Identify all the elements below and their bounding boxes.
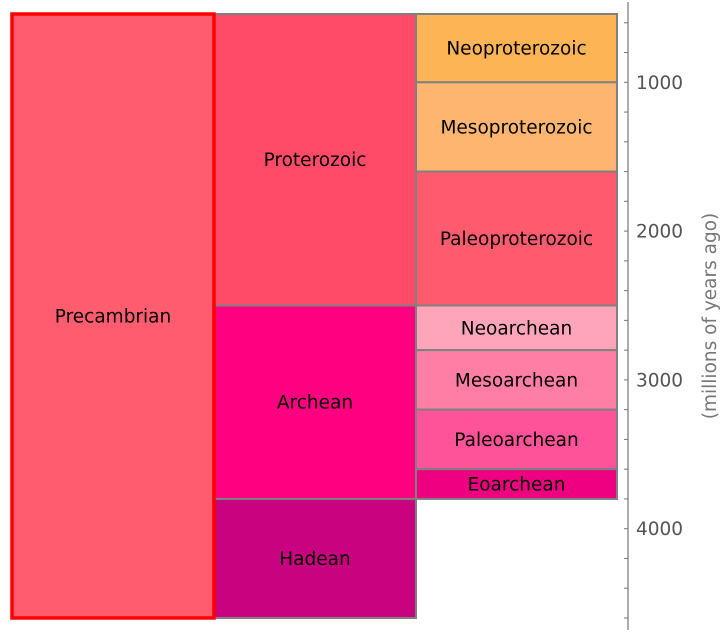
- cell-label-precambrian: Precambrian: [55, 306, 172, 327]
- cell-rect-archean[interactable]: [213, 304, 417, 500]
- cell-proterozoic[interactable]: Proterozoic: [213, 13, 417, 307]
- cell-label-eoarchean: Eoarchean: [468, 475, 566, 496]
- cell-label-mesoproterozoic: Mesoproterozoic: [440, 117, 592, 138]
- y-tick-label-3000: 3000: [636, 370, 683, 391]
- cell-rect-proterozoic[interactable]: [213, 13, 417, 307]
- cell-rect-paleoproterozoic[interactable]: [415, 170, 618, 307]
- cell-rect-eoarchean[interactable]: [415, 468, 618, 500]
- y-axis-title: (millions of years ago): [700, 213, 720, 419]
- cell-rect-neoproterozoic[interactable]: [415, 13, 618, 84]
- cell-label-mesoarchean: Mesoarchean: [455, 370, 578, 391]
- cell-rect-mesoarchean[interactable]: [415, 349, 618, 411]
- cell-label-paleoproterozoic: Paleoproterozoic: [440, 229, 593, 250]
- chart-cells: Proterozoic Archean Hadean Neoproterozoic Me…: [10, 12, 618, 620]
- cell-neoarchean[interactable]: Neoarchean: [415, 304, 618, 352]
- y-axis: 1000 2000 3000 4000: [624, 2, 683, 630]
- cell-rect-precambrian[interactable]: [10, 12, 216, 620]
- y-tick-label-4000: 4000: [636, 519, 683, 540]
- cell-mesoproterozoic[interactable]: Mesoproterozoic: [415, 81, 618, 173]
- cell-label-hadean: Hadean: [279, 549, 350, 570]
- cell-paleoproterozoic[interactable]: Paleoproterozoic: [415, 170, 618, 307]
- cell-rect-hadean[interactable]: [213, 497, 417, 619]
- cell-eoarchean[interactable]: Eoarchean: [415, 468, 618, 500]
- cell-label-neoproterozoic: Neoproterozoic: [446, 39, 586, 60]
- cell-label-proterozoic: Proterozoic: [264, 150, 367, 171]
- cell-label-paleoarchean: Paleoarchean: [454, 430, 578, 451]
- cell-precambrian[interactable]: Precambrian: [10, 12, 216, 620]
- cell-label-neoarchean: Neoarchean: [461, 318, 572, 339]
- y-tick-label-2000: 2000: [636, 222, 683, 243]
- cell-archean[interactable]: Archean: [213, 304, 417, 500]
- cell-hadean[interactable]: Hadean: [213, 497, 417, 619]
- cell-label-archean: Archean: [277, 393, 353, 414]
- y-tick-label-1000: 1000: [636, 73, 683, 94]
- cell-neoproterozoic[interactable]: Neoproterozoic: [415, 13, 618, 84]
- cell-paleoarchean[interactable]: Paleoarchean: [415, 408, 618, 471]
- cell-mesoarchean[interactable]: Mesoarchean: [415, 349, 618, 411]
